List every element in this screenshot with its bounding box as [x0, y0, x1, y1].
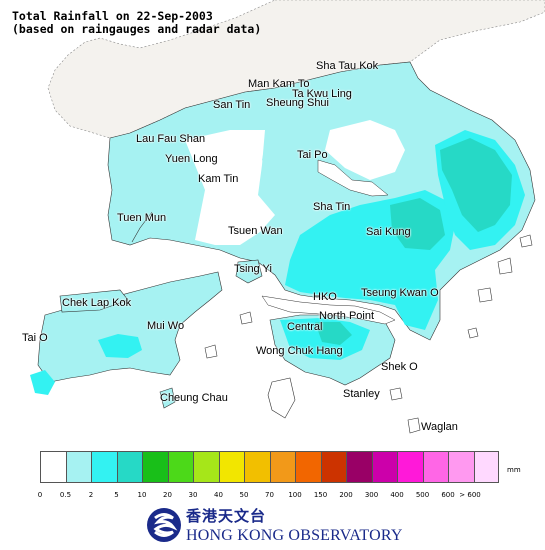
legend-tick-label: 400: [390, 491, 404, 499]
place-label-stanley: Stanley: [343, 388, 380, 400]
small-island: [467, 327, 479, 339]
lantau-island-land: [37, 271, 223, 383]
place-label-sha-tin: Sha Tin: [313, 201, 351, 213]
hko-emblem-icon: [147, 508, 181, 542]
place-label-chek-lap-kok: Chek Lap Kok: [62, 297, 132, 309]
legend-tick-label: 0.5: [59, 491, 72, 499]
legend-swatch: [473, 451, 499, 483]
legend-swatch: [295, 451, 321, 483]
legend-swatch: [91, 451, 117, 483]
small-island: [204, 344, 218, 359]
map-title: Total Rainfall on 22-Sep-2003: [12, 9, 213, 23]
small-island: [389, 387, 403, 401]
rainfall-legend: [40, 451, 499, 483]
place-label-sai-kung: Sai Kung: [366, 226, 411, 238]
legend-tick-label: 40: [214, 491, 223, 499]
victoria-harbour-water: [261, 295, 396, 325]
place-label-tai-po: Tai Po: [297, 149, 328, 161]
legend-tick-label: 100: [288, 491, 302, 499]
legend-unit: mm: [507, 466, 521, 474]
moderate-rain-zone-lantau: [98, 334, 142, 358]
legend-swatch: [65, 451, 91, 483]
legend-tick-label: 10: [137, 491, 147, 499]
logo-chinese-name: 香港天文台: [186, 507, 267, 525]
legend-tick-label: 600: [441, 491, 455, 499]
legend-tick-label: 30: [188, 491, 198, 499]
small-island: [239, 311, 253, 325]
moderate-rain-zone-tai-po: [262, 125, 325, 180]
map-subtitle: (based on raingauges and radar data): [12, 22, 262, 36]
place-label-sheung-shui: Sheung Shui: [266, 97, 329, 109]
legend-tick-label: 0: [37, 491, 43, 499]
cheung-chau-land: [159, 387, 176, 409]
place-label-mui-wo: Mui Wo: [147, 320, 185, 332]
legend-tick-label: 5: [114, 491, 119, 499]
legend-tick-label: 50: [239, 491, 249, 499]
place-label-shek-o: Shek O: [381, 361, 418, 373]
legend-swatch: [397, 451, 423, 483]
hko-logo: 香港天文台 HONG KONG OBSERVATORY: [146, 502, 406, 548]
legend-tick-label: 70: [265, 491, 274, 499]
logo-english-name: HONG KONG OBSERVATORY: [186, 527, 403, 544]
legend-swatch: [142, 451, 168, 483]
place-label-north-point: North Point: [319, 310, 375, 322]
legend-swatch: [167, 451, 193, 483]
legend-swatch: [320, 451, 346, 483]
legend-tick-label: 200: [339, 491, 353, 499]
place-label-wong-chuk-hang: Wong Chuk Hang: [256, 345, 343, 357]
legend-tick-label: 20: [163, 491, 172, 499]
legend-swatch: [269, 451, 295, 483]
place-label-yuen-long: Yuen Long: [165, 153, 218, 165]
heavy-rain-zone-sai-kung: [440, 138, 512, 232]
place-label-cheung-chau: Cheung Chau: [160, 392, 228, 404]
legend-swatch: [116, 451, 142, 483]
place-label-tsuen-wan: Tsuen Wan: [228, 225, 283, 237]
small-island: [519, 234, 533, 248]
lamma-island-land: [267, 377, 296, 419]
legend-tick-label: 150: [313, 491, 328, 499]
small-island: [407, 417, 421, 434]
legend-swatch: [448, 451, 474, 483]
place-label-central: Central: [287, 321, 323, 333]
moderate-rain-zone-lantau-west: [30, 370, 55, 395]
legend-swatch: [346, 451, 372, 483]
legend-swatch: [422, 451, 448, 483]
legend-swatch: [218, 451, 244, 483]
place-label-tai-o: Tai O: [22, 332, 48, 344]
place-label-san-tin: San Tin: [213, 99, 251, 111]
low-rain-zone-central-nt: [325, 120, 405, 180]
place-label-lau-fau-shan: Lau Fau Shan: [136, 133, 206, 145]
place-label-ta-kwu-ling: Ta Kwu Ling: [292, 88, 352, 100]
tuen-mun-river: [131, 211, 153, 243]
low-rain-zone-yuen-long: [185, 130, 275, 245]
place-label-kam-tin: Kam Tin: [198, 173, 239, 185]
place-label-man-kam-to: Man Kam To: [248, 78, 310, 90]
legend-swatch: [371, 451, 397, 483]
heavy-rain-zone-tseung-kwan-o: [390, 198, 445, 250]
place-label-waglan: Waglan: [421, 421, 458, 433]
legend-swatch: [193, 451, 219, 483]
legend-swatch: [40, 451, 66, 483]
place-label-tseung-kwan-o: Tseung Kwan O: [361, 287, 439, 299]
heavy-rain-zone-hk-island: [315, 322, 352, 345]
place-label-sha-tau-kok: Sha Tau Kok: [316, 60, 379, 72]
place-label-hko: HKO: [313, 291, 337, 303]
legend-tick-label: > 600: [459, 491, 481, 499]
legend-tick-label: 300: [364, 491, 379, 499]
tsing-yi-land: [235, 259, 263, 284]
place-label-tuen-mun: Tuen Mun: [117, 212, 167, 224]
small-island: [497, 257, 513, 275]
legend-tick-label: 2: [88, 491, 94, 499]
airport-island-land: [59, 289, 129, 313]
mainland-china-land: [47, 0, 545, 139]
legend-swatch: [244, 451, 270, 483]
legend-tick-label: 500: [415, 491, 430, 499]
tolo-harbour-water: [317, 159, 389, 197]
place-label-tsing-yi: Tsing Yi: [234, 263, 272, 275]
small-island: [477, 287, 493, 303]
